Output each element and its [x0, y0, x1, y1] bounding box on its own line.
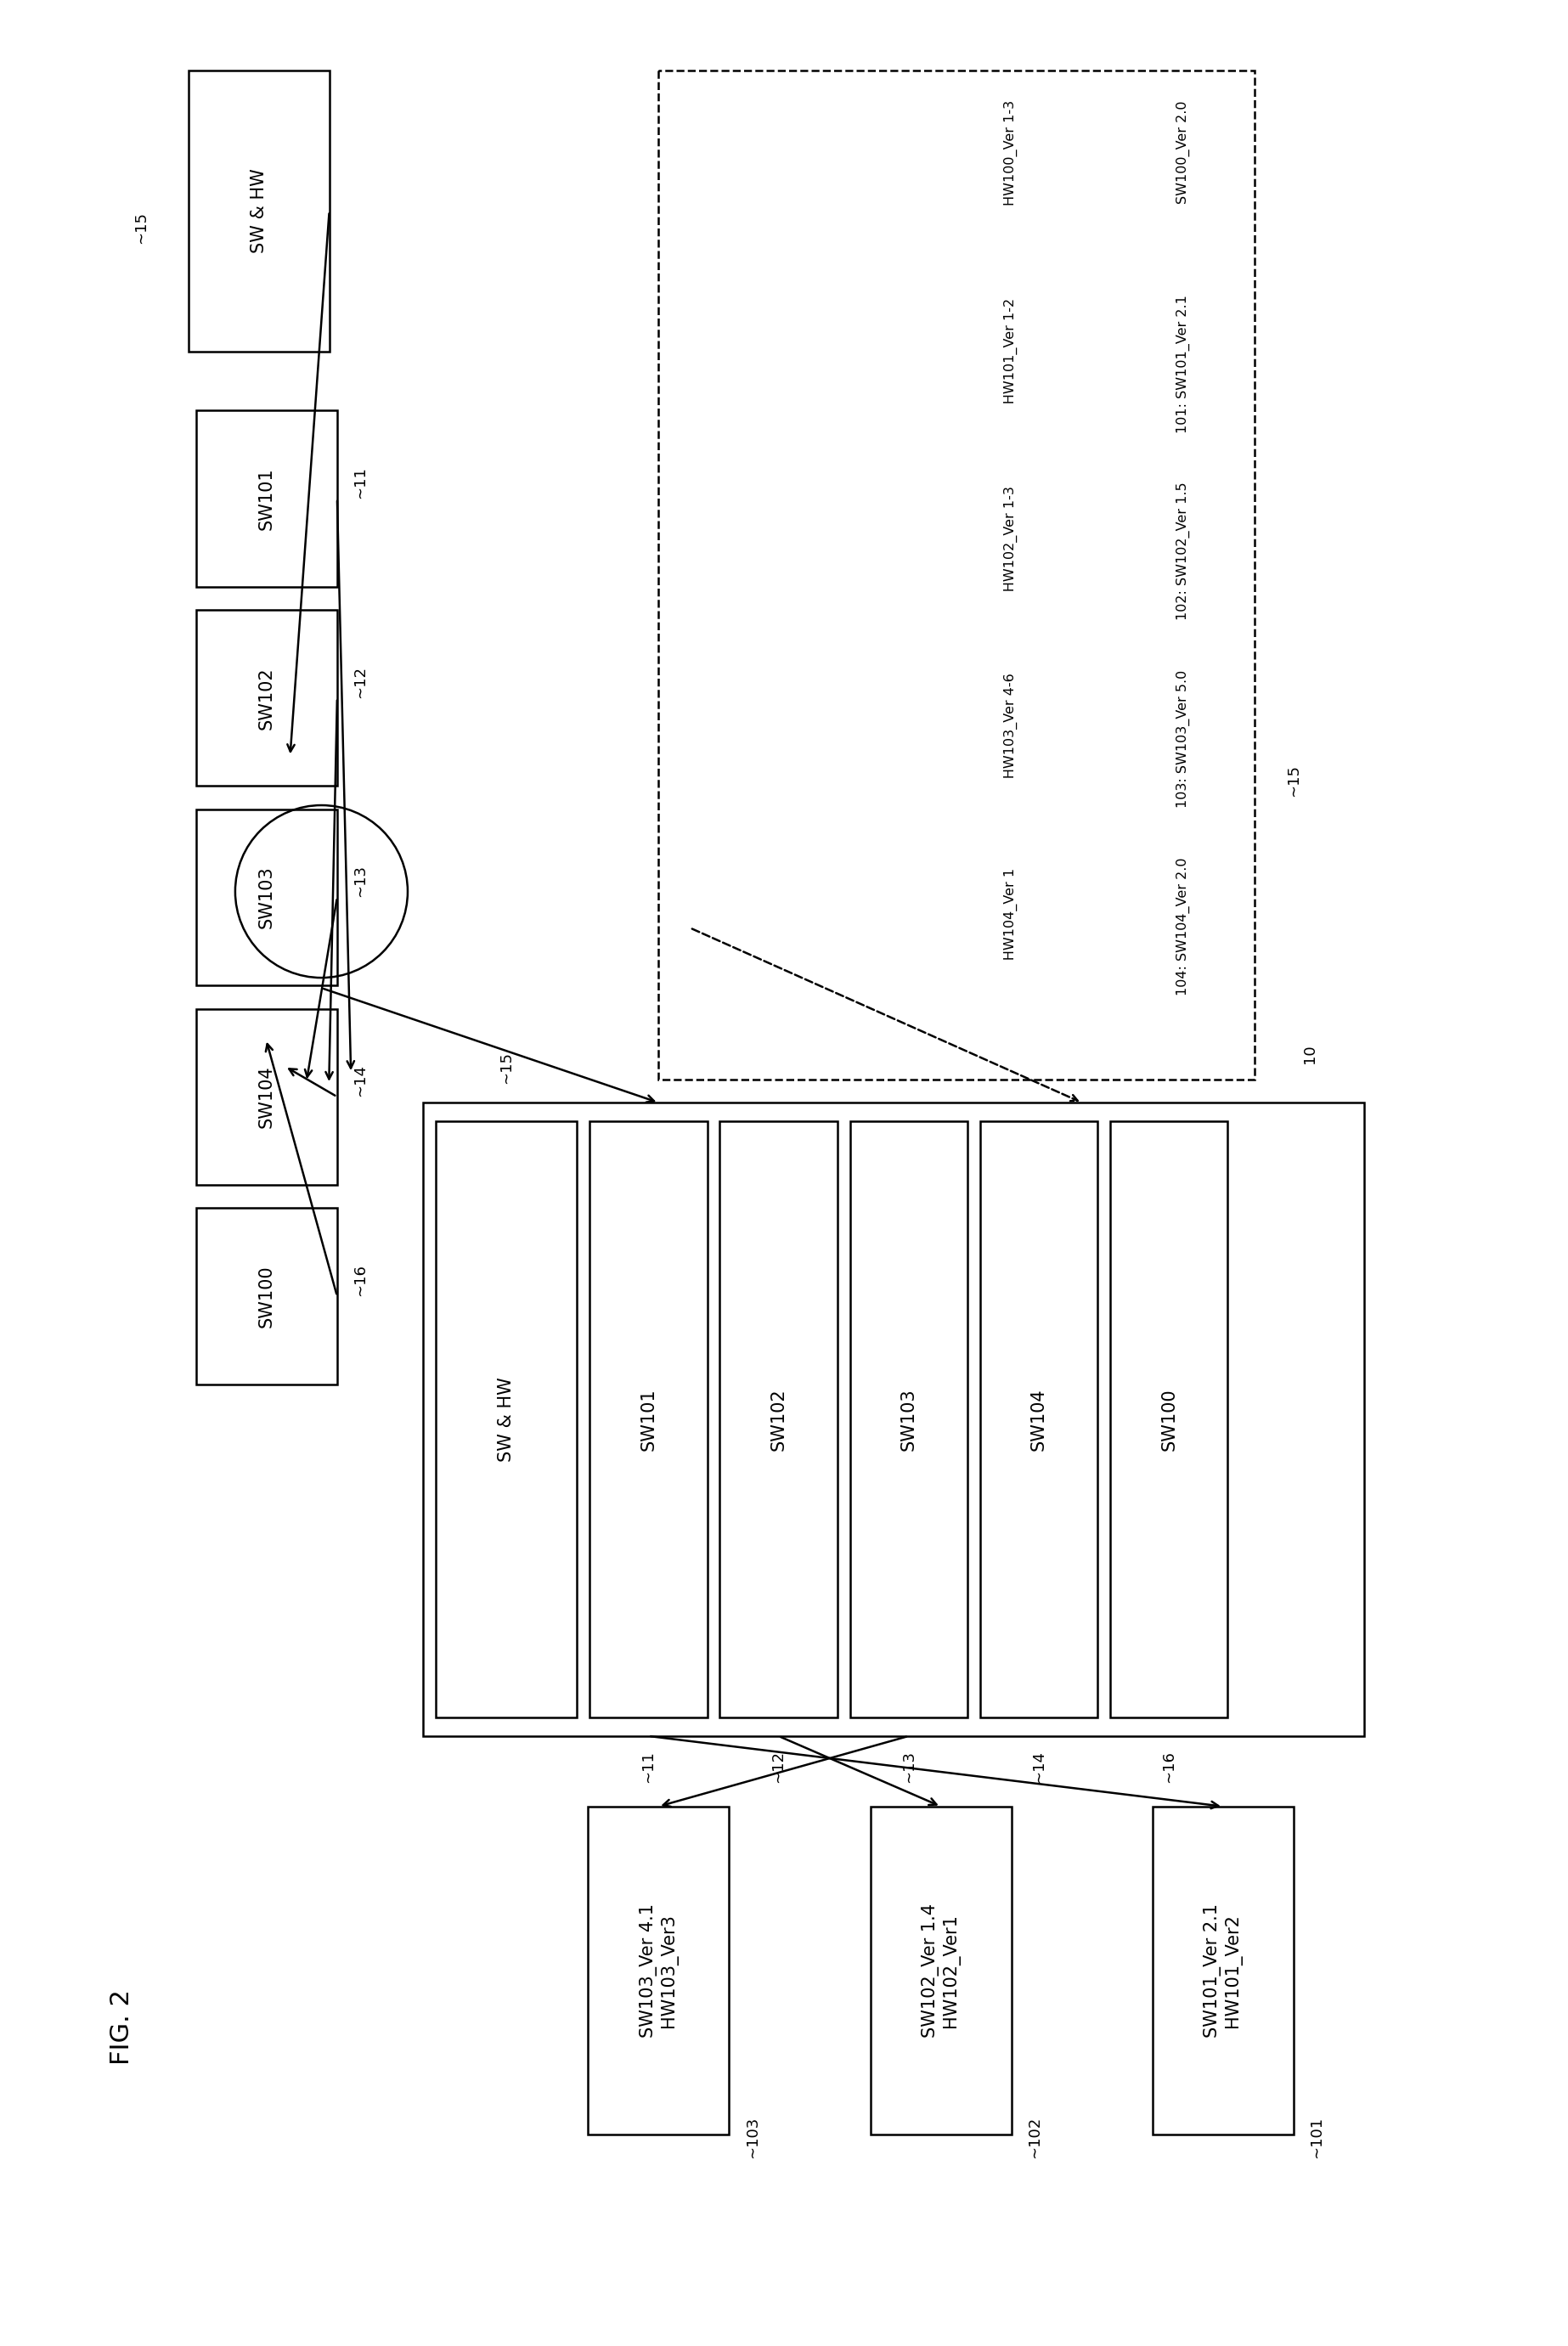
Text: SW102: SW102: [259, 666, 274, 730]
Text: ∼14: ∼14: [353, 1065, 368, 1098]
Text: ∼12: ∼12: [771, 1750, 786, 1783]
Polygon shape: [870, 1806, 1011, 2135]
Text: ∼16: ∼16: [353, 1264, 368, 1295]
Text: HW102_Ver 1-3: HW102_Ver 1-3: [1004, 486, 1018, 617]
Polygon shape: [436, 1121, 577, 1717]
Text: ∼15: ∼15: [1286, 765, 1301, 798]
Text: SW101_Ver 2.1
HW101_Ver2: SW101_Ver 2.1 HW101_Ver2: [1204, 1903, 1242, 2039]
Text: ∼15: ∼15: [133, 211, 149, 244]
Polygon shape: [196, 411, 337, 586]
Polygon shape: [423, 1103, 1364, 1736]
Text: HW100_Ver 1-3: HW100_Ver 1-3: [1004, 101, 1018, 204]
Text: 104: SW104_Ver 2.0: 104: SW104_Ver 2.0: [1176, 859, 1190, 995]
Polygon shape: [1110, 1121, 1228, 1717]
Text: SW100: SW100: [259, 1264, 274, 1328]
Text: SW100: SW100: [1160, 1389, 1178, 1450]
Polygon shape: [980, 1121, 1098, 1717]
Polygon shape: [850, 1121, 967, 1717]
Text: FIG. 2: FIG. 2: [110, 1989, 135, 2064]
Text: HW103_Ver 4-6: HW103_Ver 4-6: [1004, 673, 1018, 805]
Text: SW103: SW103: [259, 866, 274, 929]
Polygon shape: [590, 1121, 707, 1717]
Text: SW104: SW104: [259, 1065, 274, 1128]
Text: ∼15: ∼15: [499, 1051, 514, 1084]
Polygon shape: [196, 610, 337, 786]
Polygon shape: [196, 809, 337, 985]
Text: 101: SW101_Ver 2.1: 101: SW101_Ver 2.1: [1176, 296, 1190, 432]
Polygon shape: [188, 70, 329, 352]
Polygon shape: [588, 1806, 729, 2135]
Text: ∼11: ∼11: [641, 1750, 655, 1783]
Text: SW & HW: SW & HW: [499, 1377, 514, 1462]
Text: SW100_Ver 2.0: SW100_Ver 2.0: [1176, 101, 1190, 204]
Text: SW102_Ver 1.4
HW102_Ver1: SW102_Ver 1.4 HW102_Ver1: [922, 1903, 960, 2039]
Text: ∼11: ∼11: [353, 467, 368, 500]
Text: 10: 10: [1301, 1044, 1317, 1063]
Text: SW101: SW101: [259, 467, 274, 530]
Text: ∼14: ∼14: [1032, 1750, 1046, 1783]
Polygon shape: [196, 1009, 337, 1185]
Text: SW104: SW104: [1030, 1389, 1047, 1450]
Text: 102: SW102_Ver 1.5: 102: SW102_Ver 1.5: [1176, 483, 1190, 619]
Text: SW & HW: SW & HW: [251, 169, 267, 253]
Text: ∼12: ∼12: [353, 666, 368, 699]
Text: HW104_Ver 1: HW104_Ver 1: [1004, 868, 1018, 985]
Polygon shape: [1152, 1806, 1294, 2135]
Text: SW103_Ver 4.1
HW103_Ver3: SW103_Ver 4.1 HW103_Ver3: [640, 1903, 677, 2039]
Text: HW101_Ver 1-2: HW101_Ver 1-2: [1004, 298, 1018, 429]
Polygon shape: [720, 1121, 837, 1717]
Text: ∼13: ∼13: [353, 866, 368, 899]
Text: SW103: SW103: [900, 1389, 917, 1450]
Text: ∼16: ∼16: [1162, 1750, 1176, 1783]
Text: 103: SW103_Ver 5.0: 103: SW103_Ver 5.0: [1176, 671, 1190, 807]
Polygon shape: [196, 1208, 337, 1384]
Text: SW102: SW102: [770, 1389, 787, 1450]
Text: ∼102: ∼102: [1027, 2116, 1043, 2158]
Text: SW101: SW101: [640, 1389, 657, 1450]
Text: ∼13: ∼13: [902, 1750, 916, 1783]
Polygon shape: [659, 70, 1254, 1079]
Text: ∼101: ∼101: [1309, 2116, 1325, 2158]
Text: ∼103: ∼103: [745, 2116, 760, 2158]
